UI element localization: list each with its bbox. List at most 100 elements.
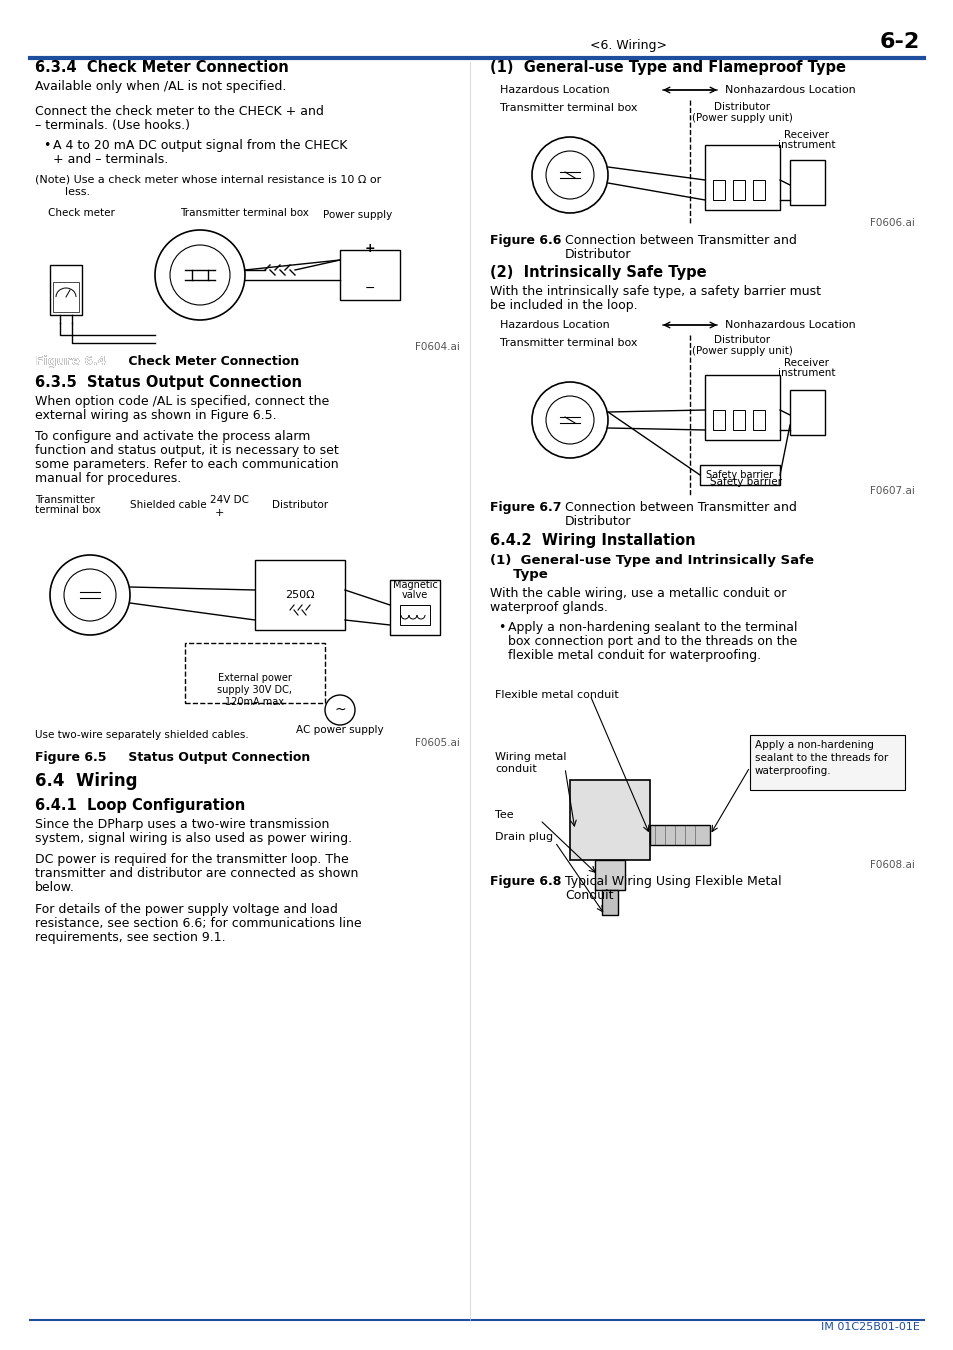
- Text: 6.3.4  Check Meter Connection: 6.3.4 Check Meter Connection: [35, 59, 289, 76]
- Bar: [732, 410, 744, 431]
- Text: 120mA max: 120mA max: [225, 697, 284, 707]
- Text: Figure 6.4: Figure 6.4: [35, 355, 107, 369]
- Bar: [399, 605, 430, 625]
- Text: (Note) Use a check meter whose internal resistance is 10 Ω or: (Note) Use a check meter whose internal …: [35, 176, 381, 185]
- Text: AC power supply: AC power supply: [295, 725, 383, 734]
- Text: terminal box: terminal box: [35, 505, 101, 514]
- Text: F0606.ai: F0606.ai: [869, 217, 914, 228]
- Text: With the cable wiring, use a metallic conduit or: With the cable wiring, use a metallic co…: [490, 587, 785, 599]
- Text: Figure 6.6: Figure 6.6: [490, 234, 560, 247]
- Bar: [789, 390, 824, 435]
- Text: IM 01C25B01-01E: IM 01C25B01-01E: [821, 1322, 919, 1332]
- Text: 250Ω: 250Ω: [285, 590, 314, 599]
- Bar: [749, 734, 904, 790]
- Text: (Power supply unit): (Power supply unit): [691, 346, 792, 356]
- Text: (1)  General-use Type and Intrinsically Safe: (1) General-use Type and Intrinsically S…: [490, 554, 813, 567]
- Text: valve: valve: [401, 590, 428, 599]
- Text: Power supply: Power supply: [322, 211, 392, 220]
- Text: Available only when /AL is not specified.: Available only when /AL is not specified…: [35, 80, 286, 93]
- Text: manual for procedures.: manual for procedures.: [35, 472, 181, 485]
- Text: resistance, see section 6.6; for communications line: resistance, see section 6.6; for communi…: [35, 917, 361, 930]
- Text: Check meter: Check meter: [48, 208, 114, 217]
- Text: F0608.ai: F0608.ai: [869, 860, 914, 869]
- Text: less.: less.: [65, 188, 90, 197]
- Text: Shielded cable: Shielded cable: [130, 500, 207, 510]
- Bar: [700, 464, 780, 485]
- Text: below.: below.: [35, 882, 74, 894]
- Text: conduit: conduit: [495, 764, 537, 774]
- Text: Use two-wire separately shielded cables.: Use two-wire separately shielded cables.: [35, 730, 249, 740]
- Text: Transmitter terminal box: Transmitter terminal box: [499, 338, 637, 348]
- Text: Distributor: Distributor: [713, 103, 769, 112]
- Text: external wiring as shown in Figure 6.5.: external wiring as shown in Figure 6.5.: [35, 409, 276, 423]
- Text: Safety barrier: Safety barrier: [706, 470, 773, 481]
- Text: sealant to the threads for: sealant to the threads for: [754, 753, 887, 763]
- Text: Type: Type: [490, 568, 547, 580]
- Text: Transmitter: Transmitter: [35, 495, 94, 505]
- Text: Connection between Transmitter and: Connection between Transmitter and: [564, 501, 796, 514]
- Text: + and – terminals.: + and – terminals.: [53, 153, 168, 166]
- Text: Nonhazardous Location: Nonhazardous Location: [724, 85, 855, 94]
- Text: waterproofing.: waterproofing.: [754, 765, 831, 776]
- Text: ~: ~: [334, 703, 345, 717]
- Text: supply 30V DC,: supply 30V DC,: [217, 684, 293, 695]
- Text: Figure 6.8: Figure 6.8: [490, 875, 560, 888]
- Text: Figure 6.7: Figure 6.7: [490, 501, 561, 514]
- Text: Figure 6.5     Status Output Connection: Figure 6.5 Status Output Connection: [35, 751, 310, 764]
- Bar: [752, 180, 764, 200]
- Bar: [390, 580, 439, 634]
- Text: Since the DPharp uses a two-wire transmission: Since the DPharp uses a two-wire transmi…: [35, 818, 329, 832]
- Bar: [339, 250, 399, 300]
- Text: Distributor: Distributor: [564, 248, 631, 261]
- Bar: [704, 375, 780, 440]
- Text: 6.4.1  Loop Configuration: 6.4.1 Loop Configuration: [35, 798, 245, 813]
- Bar: [789, 161, 824, 205]
- Text: – terminals. (Use hooks.): – terminals. (Use hooks.): [35, 119, 190, 132]
- Text: Connection between Transmitter and: Connection between Transmitter and: [564, 234, 796, 247]
- Text: (1)  General-use Type and Flameproof Type: (1) General-use Type and Flameproof Type: [490, 59, 845, 76]
- Text: +: +: [214, 508, 224, 518]
- Text: Magnetic: Magnetic: [392, 580, 437, 590]
- Text: Drain plug: Drain plug: [495, 832, 553, 842]
- Text: To configure and activate the process alarm: To configure and activate the process al…: [35, 431, 310, 443]
- Text: instrument: instrument: [778, 140, 835, 150]
- Text: instrument: instrument: [778, 369, 835, 378]
- Bar: [649, 825, 709, 845]
- Text: F0604.ai: F0604.ai: [415, 342, 459, 352]
- Text: Hazardous Location: Hazardous Location: [499, 85, 609, 94]
- Bar: [752, 410, 764, 431]
- Text: 6.4.2  Wiring Installation: 6.4.2 Wiring Installation: [490, 533, 695, 548]
- Text: Distributor: Distributor: [272, 500, 328, 510]
- Text: Apply a non-hardening sealant to the terminal: Apply a non-hardening sealant to the ter…: [507, 621, 797, 634]
- Text: A 4 to 20 mA DC output signal from the CHECK: A 4 to 20 mA DC output signal from the C…: [53, 139, 347, 153]
- Text: Typical Wiring Using Flexible Metal: Typical Wiring Using Flexible Metal: [564, 875, 781, 888]
- Text: Transmitter terminal box: Transmitter terminal box: [499, 103, 637, 113]
- Bar: [732, 180, 744, 200]
- Text: waterproof glands.: waterproof glands.: [490, 601, 607, 614]
- Text: External power: External power: [218, 674, 292, 683]
- Bar: [254, 560, 345, 630]
- Text: +: +: [364, 242, 375, 255]
- Bar: [50, 265, 82, 315]
- Bar: [704, 144, 780, 211]
- Bar: [53, 282, 79, 312]
- Text: Conduit: Conduit: [564, 890, 613, 902]
- Text: function and status output, it is necessary to set: function and status output, it is necess…: [35, 444, 338, 458]
- Text: transmitter and distributor are connected as shown: transmitter and distributor are connecte…: [35, 867, 358, 880]
- Text: Hazardous Location: Hazardous Location: [499, 320, 609, 329]
- Text: 24V DC: 24V DC: [210, 495, 249, 505]
- Text: 6.3.5  Status Output Connection: 6.3.5 Status Output Connection: [35, 375, 302, 390]
- Text: <6. Wiring>: <6. Wiring>: [589, 39, 666, 53]
- Text: Connect the check meter to the CHECK + and: Connect the check meter to the CHECK + a…: [35, 105, 323, 117]
- Text: Flexible metal conduit: Flexible metal conduit: [495, 690, 618, 701]
- Text: Nonhazardous Location: Nonhazardous Location: [724, 320, 855, 329]
- Text: Distributor: Distributor: [564, 514, 631, 528]
- Text: flexible metal conduit for waterproofing.: flexible metal conduit for waterproofing…: [507, 649, 760, 662]
- Text: system, signal wiring is also used as power wiring.: system, signal wiring is also used as po…: [35, 832, 352, 845]
- Text: With the intrinsically safe type, a safety barrier must: With the intrinsically safe type, a safe…: [490, 285, 821, 298]
- Text: Safety barrier: Safety barrier: [709, 477, 781, 487]
- Text: •: •: [43, 139, 51, 153]
- Text: 6-2: 6-2: [879, 32, 919, 53]
- Text: DC power is required for the transmitter loop. The: DC power is required for the transmitter…: [35, 853, 349, 865]
- Text: Apply a non-hardening: Apply a non-hardening: [754, 740, 873, 751]
